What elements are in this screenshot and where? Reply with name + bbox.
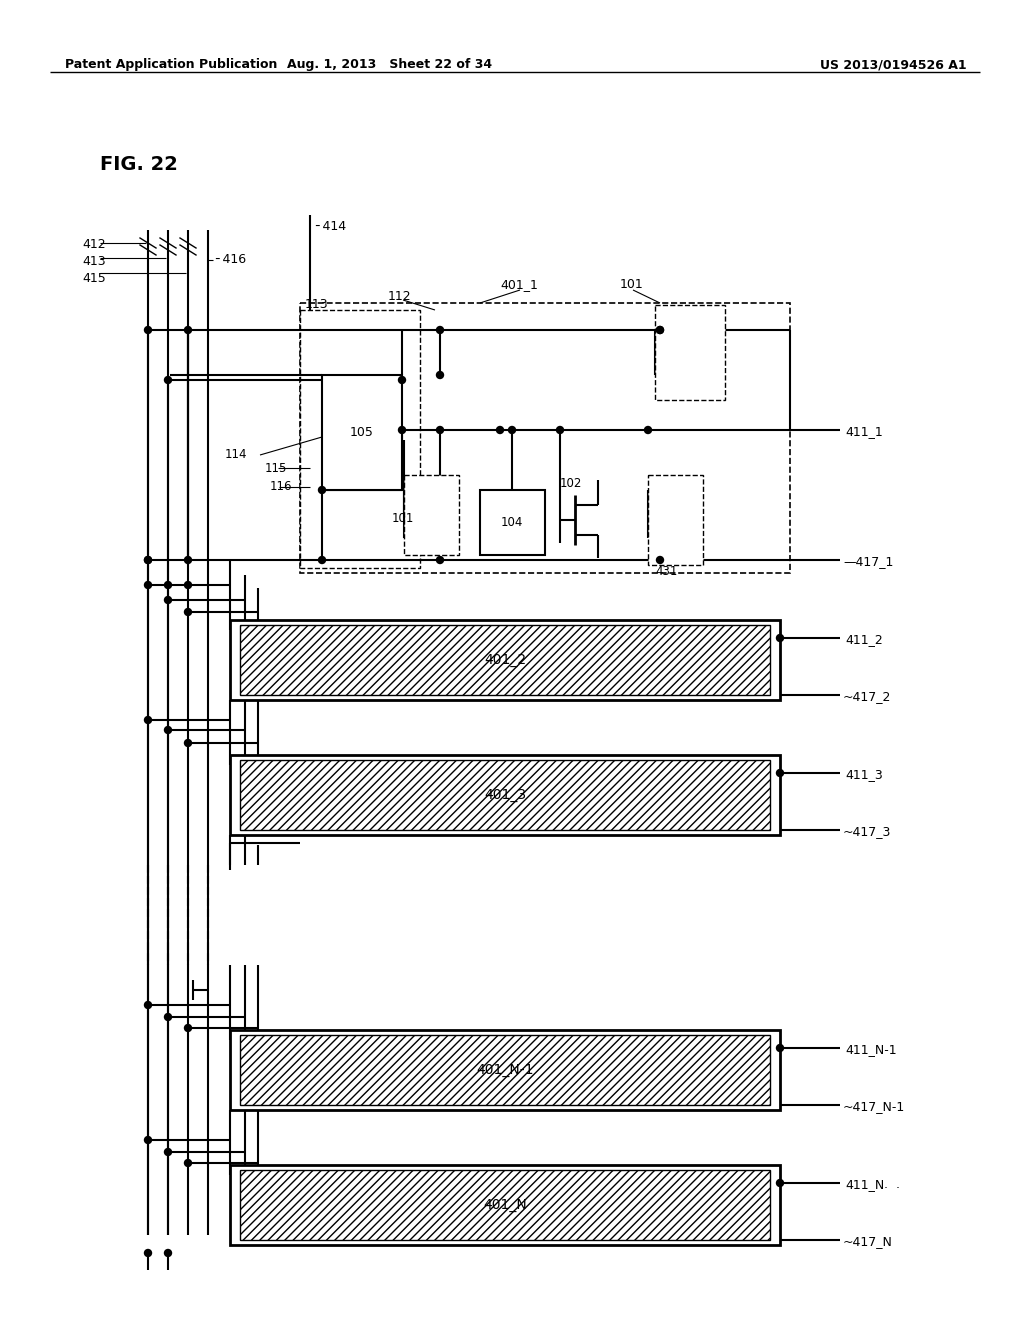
Text: ~417_N-1: ~417_N-1 <box>843 1100 905 1113</box>
Text: 411_N: 411_N <box>845 1177 885 1191</box>
Text: 401_1: 401_1 <box>500 279 538 290</box>
Circle shape <box>165 376 171 384</box>
Bar <box>655 305 725 400</box>
Text: 101: 101 <box>392 512 415 525</box>
Text: .  .: . . <box>880 1177 900 1191</box>
Text: FIG. 22: FIG. 22 <box>100 154 178 174</box>
Circle shape <box>776 1180 783 1187</box>
Bar <box>240 1035 770 1105</box>
Circle shape <box>184 739 191 747</box>
Text: 114: 114 <box>225 447 248 461</box>
Circle shape <box>656 557 664 564</box>
Text: 112: 112 <box>388 290 412 304</box>
Text: 115: 115 <box>265 462 288 475</box>
Circle shape <box>497 426 504 433</box>
Text: ~417_N: ~417_N <box>843 1236 893 1247</box>
Circle shape <box>184 557 191 564</box>
Circle shape <box>644 426 651 433</box>
Bar <box>230 620 780 700</box>
Circle shape <box>144 326 152 334</box>
Text: ╴416: ╴416 <box>215 253 246 267</box>
Text: ╴414: ╴414 <box>315 220 346 234</box>
Circle shape <box>184 582 191 589</box>
Text: 411_N-1: 411_N-1 <box>845 1043 897 1056</box>
Circle shape <box>398 426 406 433</box>
Bar <box>240 624 770 696</box>
Circle shape <box>436 371 443 379</box>
Circle shape <box>144 1250 152 1257</box>
Text: 411_2: 411_2 <box>845 634 883 645</box>
Text: ~417_3: ~417_3 <box>843 825 891 838</box>
Text: 412: 412 <box>82 238 105 251</box>
Circle shape <box>184 609 191 615</box>
Circle shape <box>165 1014 171 1020</box>
Circle shape <box>144 717 152 723</box>
Text: 401_N: 401_N <box>483 1199 527 1212</box>
Text: Patent Application Publication: Patent Application Publication <box>65 58 278 71</box>
Circle shape <box>776 770 783 776</box>
Circle shape <box>556 426 563 433</box>
Text: Aug. 1, 2013   Sheet 22 of 34: Aug. 1, 2013 Sheet 22 of 34 <box>288 58 493 71</box>
Text: —417_1: —417_1 <box>843 554 893 568</box>
Text: 401_N-1: 401_N-1 <box>476 1063 534 1077</box>
Circle shape <box>144 1002 152 1008</box>
Circle shape <box>144 582 152 589</box>
Text: 104: 104 <box>501 516 523 529</box>
Circle shape <box>656 326 664 334</box>
Bar <box>648 475 703 565</box>
Text: 413: 413 <box>82 255 105 268</box>
Text: 401_2: 401_2 <box>484 653 526 667</box>
Circle shape <box>184 1159 191 1167</box>
Bar <box>230 1166 780 1245</box>
Text: 116: 116 <box>270 480 293 492</box>
Text: 415: 415 <box>82 272 105 285</box>
Circle shape <box>144 1137 152 1143</box>
Circle shape <box>318 487 326 494</box>
Circle shape <box>184 1024 191 1031</box>
Text: US 2013/0194526 A1: US 2013/0194526 A1 <box>820 58 967 71</box>
Bar <box>230 755 780 836</box>
Text: 101: 101 <box>620 279 644 290</box>
Circle shape <box>165 726 171 734</box>
Circle shape <box>776 1044 783 1052</box>
Bar <box>480 490 545 554</box>
Text: 105: 105 <box>350 426 374 440</box>
Circle shape <box>398 376 406 384</box>
Circle shape <box>436 326 443 334</box>
Bar <box>404 475 459 554</box>
Circle shape <box>184 326 191 334</box>
Bar <box>300 310 420 568</box>
Text: 411_3: 411_3 <box>845 768 883 781</box>
Circle shape <box>509 426 515 433</box>
Circle shape <box>776 635 783 642</box>
Circle shape <box>144 557 152 564</box>
Text: 401_3: 401_3 <box>484 788 526 803</box>
Circle shape <box>436 426 443 433</box>
Text: 113: 113 <box>305 298 329 312</box>
Circle shape <box>318 557 326 564</box>
Circle shape <box>165 597 171 603</box>
Bar <box>230 1030 780 1110</box>
Bar <box>322 375 402 490</box>
Text: 102: 102 <box>560 477 583 490</box>
Bar <box>240 1170 770 1239</box>
Circle shape <box>436 557 443 564</box>
Circle shape <box>165 582 171 589</box>
Bar <box>240 760 770 830</box>
Text: 411_1: 411_1 <box>845 425 883 438</box>
Text: 431: 431 <box>655 565 677 578</box>
Circle shape <box>656 326 664 334</box>
Circle shape <box>165 1250 171 1257</box>
Text: ~417_2: ~417_2 <box>843 690 891 704</box>
Bar <box>300 304 790 573</box>
Circle shape <box>144 557 152 564</box>
Circle shape <box>165 1148 171 1155</box>
